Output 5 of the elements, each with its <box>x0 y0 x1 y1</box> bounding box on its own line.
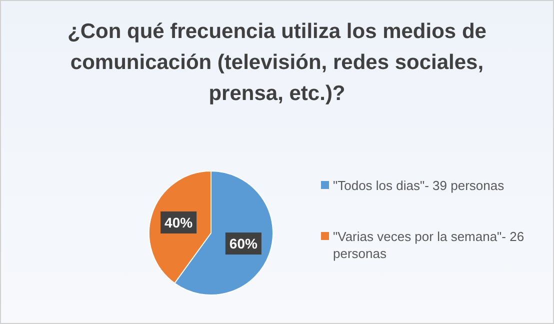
data-label: 60% <box>229 235 258 252</box>
legend-label: "Todos los dias"- 39 personas <box>333 178 505 193</box>
data-label: 40% <box>164 214 194 230</box>
chart-title: ¿Con qué frecuencia utiliza los medios de comunicación (televisión, redes sociales, prensa, etc.)? <box>68 20 486 105</box>
legend-label: "Varias veces por la semana"- 26 personas <box>333 229 524 261</box>
